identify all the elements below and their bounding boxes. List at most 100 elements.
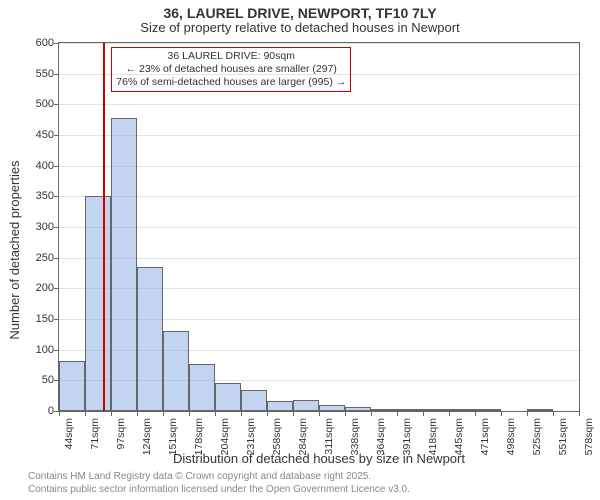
x-tick-label: 498sqm [505,418,517,455]
x-tick-label: 71sqm [89,418,101,450]
histogram-bar [345,407,371,411]
x-tick-label: 124sqm [141,418,153,455]
histogram-bar [423,409,449,411]
x-tick-mark [267,412,268,416]
y-tick-mark [54,319,58,320]
x-tick-label: 151sqm [167,418,179,455]
x-tick-label: 231sqm [245,418,257,455]
grid-line [59,135,579,136]
histogram-bar [475,409,501,411]
histogram-bar [137,267,163,411]
x-tick-mark [111,412,112,416]
callout-line: 36 LAUREL DRIVE: 90sqm [116,50,346,63]
x-tick-mark [163,412,164,416]
grid-line [59,104,579,105]
x-tick-mark [501,412,502,416]
x-tick-label: 551sqm [557,418,569,455]
x-tick-label: 445sqm [453,418,465,455]
histogram-bar [215,383,241,411]
x-tick-mark [553,412,554,416]
x-tick-label: 44sqm [63,418,75,450]
attribution-line: Contains public sector information licen… [28,484,410,497]
histogram-bar [163,331,189,411]
x-tick-label: 204sqm [219,418,231,455]
y-tick-label: 100 [26,344,54,356]
histogram-bar [189,364,215,411]
x-tick-mark [215,412,216,416]
y-tick-mark [54,74,58,75]
x-tick-label: 525sqm [531,418,543,455]
histogram-bar [85,196,111,411]
attribution: Contains HM Land Registry data © Crown c… [28,471,410,496]
y-axis-label: Number of detached properties [7,160,22,339]
y-tick-mark [54,350,58,351]
x-axis-label: Distribution of detached houses by size … [58,451,580,466]
grid-line [59,227,579,228]
histogram-bar [371,409,397,411]
page-subtitle: Size of property relative to detached ho… [0,21,600,37]
attribution-line: Contains HM Land Registry data © Crown c… [28,471,410,484]
y-tick-label: 200 [26,282,54,294]
y-tick-label: 150 [26,313,54,325]
plot-area: 36 LAUREL DRIVE: 90sqm ← 23% of detached… [58,42,580,412]
y-tick-label: 400 [26,160,54,172]
x-tick-mark [371,412,372,416]
x-tick-mark [189,412,190,416]
x-tick-label: 418sqm [427,418,439,455]
x-tick-mark [85,412,86,416]
y-tick-mark [54,288,58,289]
grid-line [59,166,579,167]
x-tick-mark [59,412,60,416]
x-tick-label: 178sqm [193,418,205,455]
y-tick-label: 0 [26,405,54,417]
callout-line: 76% of semi-detached houses are larger (… [116,76,346,89]
x-tick-label: 97sqm [115,418,127,450]
x-tick-mark [137,412,138,416]
y-tick-label: 300 [26,221,54,233]
x-tick-mark [579,412,580,416]
y-tick-mark [54,227,58,228]
x-tick-mark [293,412,294,416]
histogram-bar [111,118,137,411]
reference-line [103,43,105,411]
grid-line [59,196,579,197]
grid-line [59,43,579,44]
histogram-bar [397,409,423,411]
y-tick-mark [54,166,58,167]
x-tick-label: 391sqm [401,418,413,455]
x-tick-mark [475,412,476,416]
histogram-bar [319,405,345,411]
y-tick-mark [54,104,58,105]
chart-container: 36, LAUREL DRIVE, NEWPORT, TF10 7LY Size… [0,0,600,500]
grid-line [59,258,579,259]
histogram-bar [449,409,475,411]
grid-line [59,74,579,75]
y-tick-mark [54,196,58,197]
histogram-bar [267,401,293,411]
histogram-bar [527,409,553,411]
y-tick-label: 600 [26,37,54,49]
x-tick-label: 578sqm [583,418,595,455]
x-tick-mark [319,412,320,416]
histogram-bar [293,400,319,411]
x-tick-mark [345,412,346,416]
y-tick-mark [54,135,58,136]
x-tick-label: 311sqm [323,418,335,455]
y-tick-label: 500 [26,98,54,110]
y-tick-mark [54,43,58,44]
y-tick-label: 550 [26,68,54,80]
x-tick-mark [241,412,242,416]
y-tick-label: 450 [26,129,54,141]
y-tick-label: 350 [26,190,54,202]
x-tick-mark [397,412,398,416]
x-tick-label: 364sqm [375,418,387,455]
page-title: 36, LAUREL DRIVE, NEWPORT, TF10 7LY [0,0,600,21]
histogram-bar [241,390,267,411]
y-tick-mark [54,258,58,259]
x-tick-label: 284sqm [297,418,309,455]
y-tick-mark [54,380,58,381]
x-tick-label: 258sqm [271,418,283,455]
x-tick-mark [449,412,450,416]
x-tick-label: 471sqm [479,418,491,455]
x-tick-mark [527,412,528,416]
